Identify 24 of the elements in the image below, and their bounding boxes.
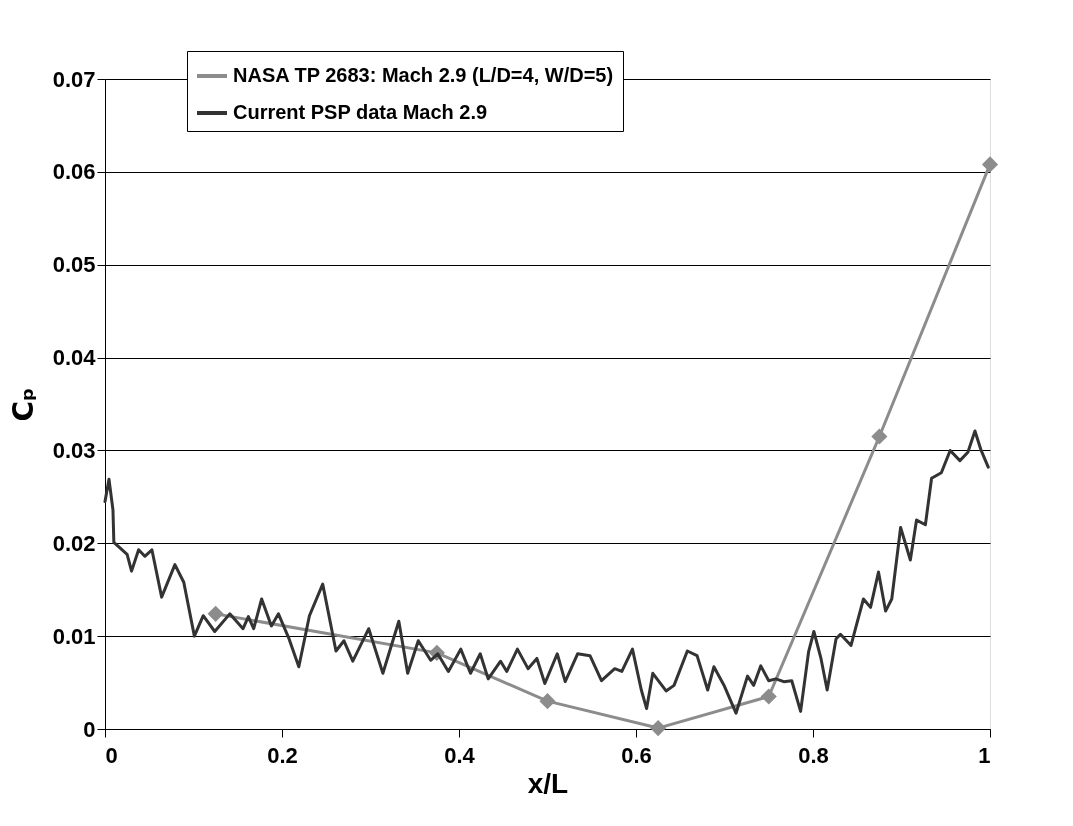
point bbox=[981, 156, 999, 173]
x-tick-label: 0.6 bbox=[621, 742, 652, 768]
point bbox=[760, 688, 777, 705]
x-tick-label: 0.8 bbox=[798, 742, 829, 768]
x-tick-label: 0.2 bbox=[267, 742, 298, 768]
y-tick-label: 0.06 bbox=[52, 159, 96, 185]
point bbox=[650, 720, 667, 737]
y-tick-label: 0.02 bbox=[52, 530, 96, 556]
y-tick-label: 0.04 bbox=[52, 345, 97, 371]
y-tick-label: 0.05 bbox=[52, 252, 96, 278]
y-tick-label: 0.07 bbox=[52, 66, 96, 92]
point bbox=[539, 693, 556, 710]
x-tick-label: 0.4 bbox=[444, 742, 476, 768]
point bbox=[207, 605, 224, 622]
legend-label: Current PSP data Mach 2.9 bbox=[233, 101, 488, 123]
y-axis-title: Cₚ bbox=[6, 387, 40, 422]
y-tick-label: 0.01 bbox=[52, 623, 96, 649]
legend-label: NASA TP 2683: Mach 2.9 (L/D=4, W/D=5) bbox=[233, 64, 614, 86]
x-tick-label: 0 bbox=[105, 742, 118, 768]
y-tick-label: 0.03 bbox=[52, 437, 96, 463]
x-axis-title: x/L bbox=[527, 767, 569, 799]
y-tick-label: 0 bbox=[83, 716, 96, 742]
point bbox=[871, 428, 888, 445]
x-tick-label: 1 bbox=[978, 742, 991, 768]
